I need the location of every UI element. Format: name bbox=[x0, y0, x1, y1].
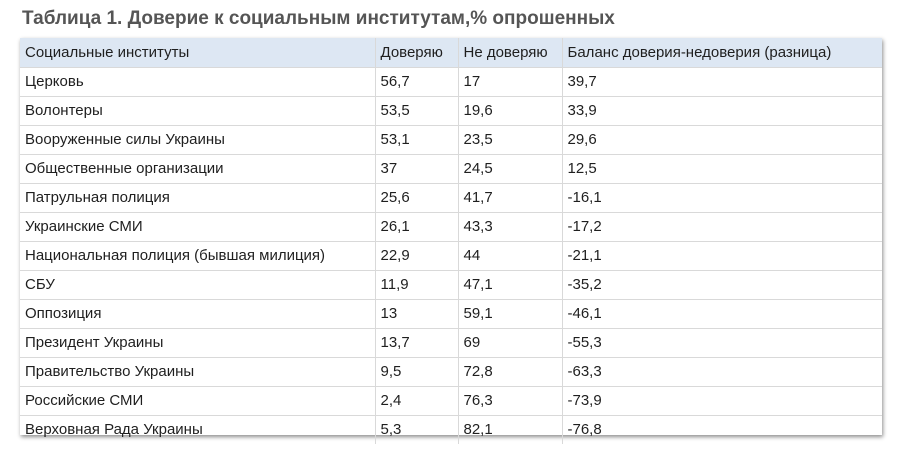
cell-balance: -73,9 bbox=[562, 386, 882, 416]
cell-distrust: 59,1 bbox=[458, 299, 563, 329]
trust-table-container: Социальные институты Доверяю Не доверяю … bbox=[20, 38, 882, 444]
header-trust: Доверяю bbox=[375, 38, 459, 68]
cell-institution: Волонтеры bbox=[20, 96, 376, 126]
cell-balance: -63,3 bbox=[562, 357, 882, 387]
cell-trust: 22,9 bbox=[375, 241, 459, 271]
cell-trust: 13 bbox=[375, 299, 459, 329]
cell-institution: Патрульная полиция bbox=[20, 183, 376, 213]
cell-distrust: 44 bbox=[458, 241, 563, 271]
table-row: Национальная полиция (бывшая милиция) 22… bbox=[20, 241, 882, 271]
cell-trust: 56,7 bbox=[375, 67, 459, 97]
cell-distrust: 47,1 bbox=[458, 270, 563, 300]
cell-institution: Украинские СМИ bbox=[20, 212, 376, 242]
cell-institution: Национальная полиция (бывшая милиция) bbox=[20, 241, 376, 271]
cell-institution: Общественные организации bbox=[20, 154, 376, 184]
table-row: Верховная Рада Украины 5,3 82,1 -76,8 bbox=[20, 415, 882, 444]
cell-balance: -17,2 bbox=[562, 212, 882, 242]
table-row: Правительство Украины 9,5 72,8 -63,3 bbox=[20, 357, 882, 387]
cell-trust: 26,1 bbox=[375, 212, 459, 242]
table-header: Социальные институты Доверяю Не доверяю … bbox=[20, 38, 882, 68]
cell-institution: Церковь bbox=[20, 67, 376, 97]
trust-table: Социальные институты Доверяю Не доверяю … bbox=[20, 38, 882, 444]
table-row: СБУ 11,9 47,1 -35,2 bbox=[20, 270, 882, 300]
cell-balance: -21,1 bbox=[562, 241, 882, 271]
header-distrust: Не доверяю bbox=[458, 38, 563, 68]
cell-distrust: 76,3 bbox=[458, 386, 563, 416]
cell-institution: Вооруженные силы Украины bbox=[20, 125, 376, 155]
cell-trust: 53,1 bbox=[375, 125, 459, 155]
table-row: Российские СМИ 2,4 76,3 -73,9 bbox=[20, 386, 882, 416]
header-institution: Социальные институты bbox=[20, 38, 376, 68]
table-body: Церковь 56,7 17 39,7 Волонтеры 53,5 19,6… bbox=[20, 67, 882, 444]
cell-institution: Верховная Рада Украины bbox=[20, 415, 376, 444]
cell-distrust: 41,7 bbox=[458, 183, 563, 213]
cell-balance: -35,2 bbox=[562, 270, 882, 300]
cell-distrust: 69 bbox=[458, 328, 563, 358]
table-title: Таблица 1. Доверие к социальным институт… bbox=[22, 8, 615, 29]
cell-trust: 11,9 bbox=[375, 270, 459, 300]
cell-balance: -55,3 bbox=[562, 328, 882, 358]
cell-distrust: 24,5 bbox=[458, 154, 563, 184]
cell-institution: Президент Украины bbox=[20, 328, 376, 358]
cell-balance: 29,6 bbox=[562, 125, 882, 155]
cell-balance: -16,1 bbox=[562, 183, 882, 213]
header-balance: Баланс доверия-недоверия (разница) bbox=[562, 38, 882, 68]
cell-balance: -76,8 bbox=[567, 421, 602, 438]
cell-trust: 2,4 bbox=[375, 386, 459, 416]
cell-institution: Российские СМИ bbox=[20, 386, 376, 416]
cell-distrust: 19,6 bbox=[458, 96, 563, 126]
cell-institution: Правительство Украины bbox=[20, 357, 376, 387]
table-row: Волонтеры 53,5 19,6 33,9 bbox=[20, 96, 882, 126]
cell-balance: 12,5 bbox=[562, 154, 882, 184]
table-row: Украинские СМИ 26,1 43,3 -17,2 bbox=[20, 212, 882, 242]
cell-distrust: 72,8 bbox=[458, 357, 563, 387]
cell-distrust: 17 bbox=[458, 67, 563, 97]
header-row: Социальные институты Доверяю Не доверяю … bbox=[20, 38, 882, 68]
cell-trust: 9,5 bbox=[375, 357, 459, 387]
cell-institution: СБУ bbox=[20, 270, 376, 300]
cell-trust: 53,5 bbox=[375, 96, 459, 126]
cell-trust: 37 bbox=[375, 154, 459, 184]
cell-distrust: 82,1 bbox=[458, 415, 563, 444]
cell-distrust: 23,5 bbox=[458, 125, 563, 155]
table-row: Президент Украины 13,7 69 -55,3 bbox=[20, 328, 882, 358]
table-row: Общественные организации 37 24,5 12,5 bbox=[20, 154, 882, 184]
table-row: Церковь 56,7 17 39,7 bbox=[20, 67, 882, 97]
cell-balance: 33,9 bbox=[562, 96, 882, 126]
cell-distrust: 43,3 bbox=[458, 212, 563, 242]
table-row: Вооруженные силы Украины 53,1 23,5 29,6 bbox=[20, 125, 882, 155]
cell-balance: 39,7 bbox=[562, 67, 882, 97]
cell-institution: Оппозиция bbox=[20, 299, 376, 329]
table-row: Оппозиция 13 59,1 -46,1 bbox=[20, 299, 882, 329]
cell-trust: 13,7 bbox=[375, 328, 459, 358]
cell-trust: 25,6 bbox=[375, 183, 459, 213]
cell-balance: -46,1 bbox=[562, 299, 882, 329]
cell-trust: 5,3 bbox=[375, 415, 459, 444]
table-row: Патрульная полиция 25,6 41,7 -16,1 bbox=[20, 183, 882, 213]
